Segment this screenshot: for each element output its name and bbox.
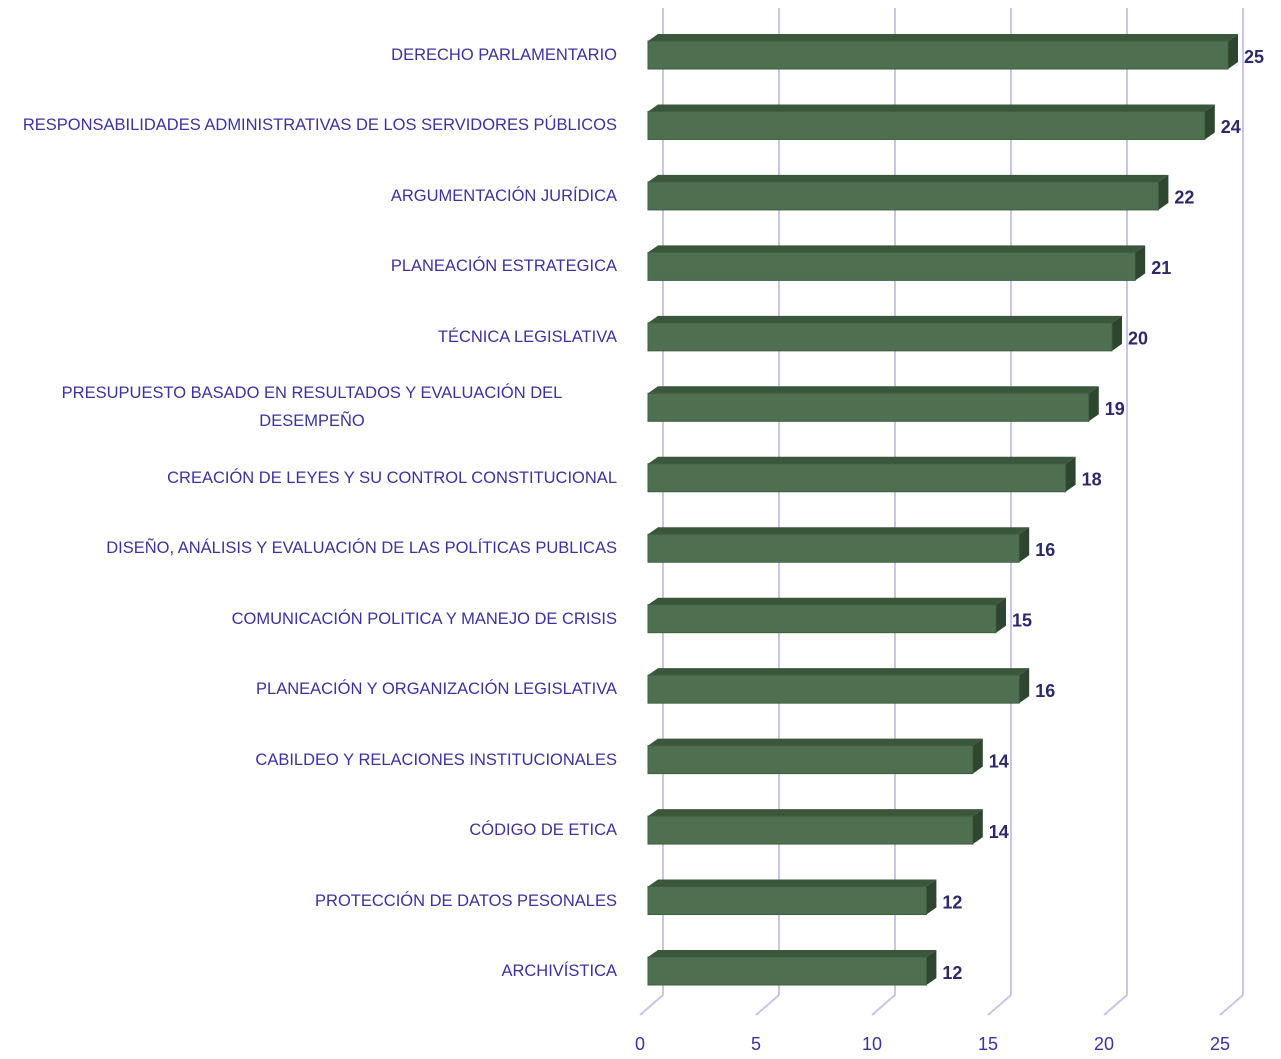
- bar: [647, 745, 974, 775]
- bar-top: [648, 879, 937, 887]
- bar: [647, 463, 1067, 493]
- data-label: 12: [942, 963, 962, 983]
- category-label-box: RESPONSABILIDADES ADMINISTRATIVAS DE LOS…: [7, 111, 617, 139]
- bar: [647, 533, 1020, 563]
- x-tick-label: 20: [1094, 1034, 1114, 1054]
- bar-top: [648, 34, 1238, 41]
- bar: [647, 251, 1136, 281]
- bar-side: [1204, 104, 1215, 140]
- bar: [647, 956, 927, 986]
- x-tick-label: 15: [978, 1034, 998, 1054]
- data-label: 15: [1012, 610, 1032, 630]
- data-label: 24: [1221, 117, 1241, 137]
- bar-side: [1065, 456, 1076, 492]
- bar-side: [996, 597, 1006, 633]
- bar-top: [648, 104, 1215, 112]
- data-label: 16: [1035, 540, 1055, 560]
- category-label-box: COMUNICACIÓN POLITICA Y MANEJO DE CRISIS: [7, 605, 617, 633]
- bar: [647, 674, 1020, 704]
- grid-line: [1103, 8, 1128, 1016]
- data-label: 12: [942, 892, 962, 912]
- bar-top: [648, 738, 983, 746]
- category-label: PLANEACIÓN ESTRATEGICA: [390, 257, 617, 276]
- x-tick-label: 25: [1210, 1034, 1230, 1054]
- bar-side: [1135, 245, 1146, 281]
- bar: [647, 181, 1159, 211]
- bar: [647, 886, 927, 916]
- category-label-box: PLANEACIÓN Y ORGANIZACIÓN LEGISLATIVA: [7, 675, 617, 703]
- bar-side: [972, 738, 983, 774]
- bar-side: [1088, 386, 1099, 422]
- category-label: DERECHO PARLAMENTARIO: [391, 46, 617, 64]
- category-label: CABILDEO Y RELACIONES INSTITUCIONALES: [255, 750, 617, 769]
- bar-top: [648, 527, 1030, 535]
- bar-top: [648, 950, 937, 957]
- category-label: CREACIÓN DE LEYES Y SU CONTROL CONSTITUC…: [167, 468, 617, 487]
- category-label-box: DISEÑO, ANÁLISIS Y EVALUACIÓN DE LAS POL…: [7, 534, 617, 562]
- category-label-box: CREACIÓN DE LEYES Y SU CONTROL CONSTITUC…: [7, 464, 617, 492]
- bar-side: [1019, 668, 1030, 704]
- bar-top: [648, 668, 1030, 676]
- bar-side: [926, 950, 937, 985]
- bar-side: [926, 879, 937, 915]
- category-label: ARCHIVÍSTICA: [501, 962, 617, 980]
- x-tick-label: 5: [751, 1034, 761, 1054]
- bar-side: [1019, 527, 1030, 563]
- category-label-box: PRESUPUESTO BASADO EN RESULTADOS Y EVALU…: [7, 379, 617, 435]
- data-label: 14: [989, 822, 1009, 842]
- bar-top: [648, 245, 1146, 253]
- bar-top: [648, 386, 1099, 394]
- grid-line: [987, 8, 1012, 1016]
- category-label: PROTECCIÓN DE DATOS PESONALES: [315, 891, 617, 910]
- bar-top: [648, 174, 1169, 182]
- category-label: PLANEACIÓN Y ORGANIZACIÓN LEGISLATIVA: [256, 680, 617, 699]
- category-label-box: CÓDIGO DE ETICA: [7, 816, 617, 844]
- bar-top: [648, 456, 1076, 464]
- bar-top: [648, 315, 1122, 323]
- grid-line: [639, 8, 664, 1016]
- category-label: COMUNICACIÓN POLITICA Y MANEJO DE CRISIS: [231, 609, 617, 628]
- category-label: PRESUPUESTO BASADO EN RESULTADOS Y EVALU…: [61, 384, 563, 431]
- category-label-box: PLANEACIÓN ESTRATEGICA: [7, 252, 617, 280]
- x-tick-label: 0: [635, 1034, 645, 1054]
- bar-side: [972, 809, 983, 845]
- bar: [647, 815, 974, 845]
- category-label-box: ARCHIVÍSTICA: [7, 957, 617, 985]
- grid-line: [871, 8, 896, 1016]
- category-label: DISEÑO, ANÁLISIS Y EVALUACIÓN DE LAS POL…: [106, 539, 617, 558]
- data-label: 16: [1035, 681, 1055, 701]
- bar: [647, 40, 1229, 70]
- category-label: TÉCNICA LEGISLATIVA: [437, 327, 617, 346]
- data-label: 14: [989, 751, 1009, 771]
- category-label-box: ARGUMENTACIÓN JURÍDICA: [7, 182, 617, 210]
- bar: [647, 604, 997, 634]
- category-label: RESPONSABILIDADES ADMINISTRATIVAS DE LOS…: [22, 116, 617, 135]
- category-label: CÓDIGO DE ETICA: [469, 821, 617, 840]
- category-label-box: CABILDEO Y RELACIONES INSTITUCIONALES: [7, 746, 617, 774]
- bar-side: [1112, 315, 1122, 351]
- data-label: 25: [1244, 47, 1264, 67]
- category-label-box: PROTECCIÓN DE DATOS PESONALES: [7, 887, 617, 915]
- bar: [647, 322, 1113, 352]
- category-label-box: TÉCNICA LEGISLATIVA: [7, 323, 617, 351]
- data-label: 22: [1174, 188, 1194, 208]
- data-label: 20: [1128, 329, 1148, 349]
- category-label: ARGUMENTACIÓN JURÍDICA: [390, 186, 617, 205]
- data-label: 18: [1082, 470, 1102, 490]
- x-tick-label: 10: [862, 1034, 882, 1054]
- grid-line: [755, 8, 780, 1016]
- bar-side: [1228, 34, 1238, 69]
- bar-top: [648, 597, 1006, 605]
- bar: [647, 392, 1090, 422]
- bar-top: [648, 809, 983, 817]
- category-label-box: DERECHO PARLAMENTARIO: [7, 41, 617, 69]
- data-label: 19: [1105, 399, 1125, 419]
- grid-line: [1219, 8, 1244, 1016]
- bar: [647, 110, 1206, 140]
- bar-side: [1158, 174, 1169, 210]
- data-label: 21: [1151, 258, 1171, 278]
